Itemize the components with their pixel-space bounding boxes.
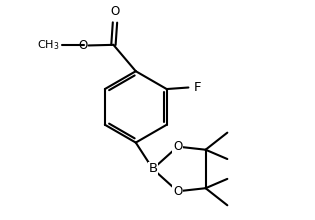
Text: B: B — [148, 162, 158, 176]
Text: O: O — [173, 140, 182, 153]
Text: CH$_3$: CH$_3$ — [37, 38, 60, 52]
Text: F: F — [194, 81, 202, 94]
Text: O: O — [79, 39, 88, 52]
Text: O: O — [110, 5, 120, 18]
Text: O: O — [173, 185, 182, 198]
